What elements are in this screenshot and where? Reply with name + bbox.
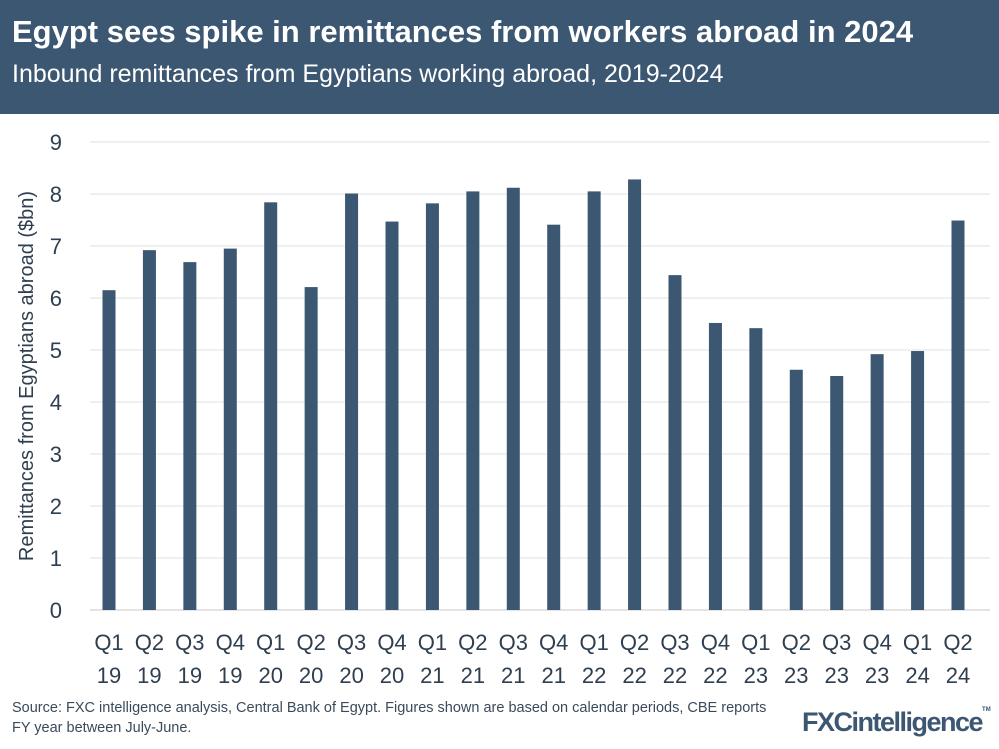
header: Egypt sees spike in remittances from wor… — [0, 0, 999, 114]
x-tick-label-year: 21 — [541, 663, 565, 688]
y-tick-label: 9 — [50, 130, 62, 155]
y-tick-label: 2 — [50, 494, 62, 519]
x-tick-label: Q2 — [782, 630, 811, 655]
bar — [385, 221, 399, 610]
x-tick-label: Q1 — [741, 630, 770, 655]
bar — [264, 202, 278, 610]
bar — [547, 224, 561, 610]
x-tick-label-year: 23 — [865, 663, 889, 688]
x-tick-label-year: 21 — [420, 663, 444, 688]
x-tick-label-year: 19 — [97, 663, 121, 688]
bar — [951, 220, 965, 610]
bar — [628, 179, 642, 610]
fxc-logo: FXCintelligenceTM — [802, 707, 991, 738]
x-tick-label: Q1 — [94, 630, 123, 655]
x-tick-label-year: 24 — [905, 663, 929, 688]
bar — [345, 193, 359, 611]
x-tick-label-year: 19 — [178, 663, 202, 688]
x-tick-label: Q2 — [458, 630, 487, 655]
bar — [911, 351, 925, 610]
x-tick-label: Q3 — [660, 630, 689, 655]
y-tick-label: 6 — [50, 286, 62, 311]
x-tick-label-year: 20 — [299, 663, 323, 688]
x-tick-label-year: 23 — [744, 663, 768, 688]
y-tick-label: 3 — [50, 442, 62, 467]
bar — [425, 203, 439, 611]
x-tick-label: Q3 — [499, 630, 528, 655]
x-tick-label-year: 21 — [501, 663, 525, 688]
bar — [789, 369, 803, 610]
bar — [142, 250, 156, 610]
x-tick-label: Q2 — [620, 630, 649, 655]
x-tick-label: Q1 — [256, 630, 285, 655]
bar — [587, 191, 601, 610]
bar — [304, 287, 318, 610]
y-tick-label: 4 — [50, 390, 62, 415]
x-tick-label-year: 20 — [258, 663, 282, 688]
logo-tm: TM — [982, 707, 991, 713]
y-tick-label: 8 — [50, 182, 62, 207]
x-tick-label-year: 19 — [137, 663, 161, 688]
bar — [668, 275, 682, 610]
x-tick-label: Q4 — [216, 630, 245, 655]
bar — [506, 187, 520, 610]
bar — [466, 191, 480, 610]
x-tick-label-year: 22 — [582, 663, 606, 688]
logo-text: FXCintelligence — [802, 707, 984, 737]
x-tick-label: Q3 — [175, 630, 204, 655]
x-tick-label: Q2 — [135, 630, 164, 655]
bar — [749, 328, 763, 610]
y-tick-label: 0 — [50, 598, 62, 623]
x-tick-label-year: 23 — [824, 663, 848, 688]
y-axis-label: Remittances from Egyptians abroad ($bn) — [16, 191, 38, 561]
bar — [223, 248, 237, 610]
x-tick-label-year: 24 — [946, 663, 970, 688]
x-tick-label-year: 20 — [380, 663, 404, 688]
x-tick-label: Q4 — [377, 630, 406, 655]
x-tick-label-year: 22 — [663, 663, 687, 688]
x-tick-label: Q4 — [862, 630, 891, 655]
x-tick-label: Q4 — [539, 630, 568, 655]
x-tick-label: Q2 — [943, 630, 972, 655]
x-tick-label: Q2 — [296, 630, 325, 655]
x-tick-label: Q1 — [903, 630, 932, 655]
bar — [870, 354, 884, 610]
y-tick-label: 7 — [50, 234, 62, 259]
x-tick-label-year: 20 — [339, 663, 363, 688]
y-tick-label: 1 — [50, 546, 62, 571]
x-tick-label: Q3 — [822, 630, 851, 655]
x-tick-label-year: 22 — [703, 663, 727, 688]
x-tick-label: Q1 — [418, 630, 447, 655]
x-tick-label-year: 23 — [784, 663, 808, 688]
bar — [183, 262, 197, 610]
bar — [708, 322, 722, 610]
x-tick-label: Q1 — [579, 630, 608, 655]
chart-subtitle: Inbound remittances from Egyptians worki… — [12, 60, 724, 88]
source-note: Source: FXC intelligence analysis, Centr… — [12, 700, 767, 736]
y-tick-label: 5 — [50, 338, 62, 363]
x-tick-label: Q3 — [337, 630, 366, 655]
chart-title: Egypt sees spike in remittances from wor… — [12, 14, 914, 49]
x-tick-label: Q4 — [701, 630, 730, 655]
x-tick-label-year: 21 — [461, 663, 485, 688]
x-tick-label-year: 22 — [622, 663, 646, 688]
bar — [830, 376, 844, 610]
bar — [102, 290, 116, 610]
x-tick-label-year: 19 — [218, 663, 242, 688]
